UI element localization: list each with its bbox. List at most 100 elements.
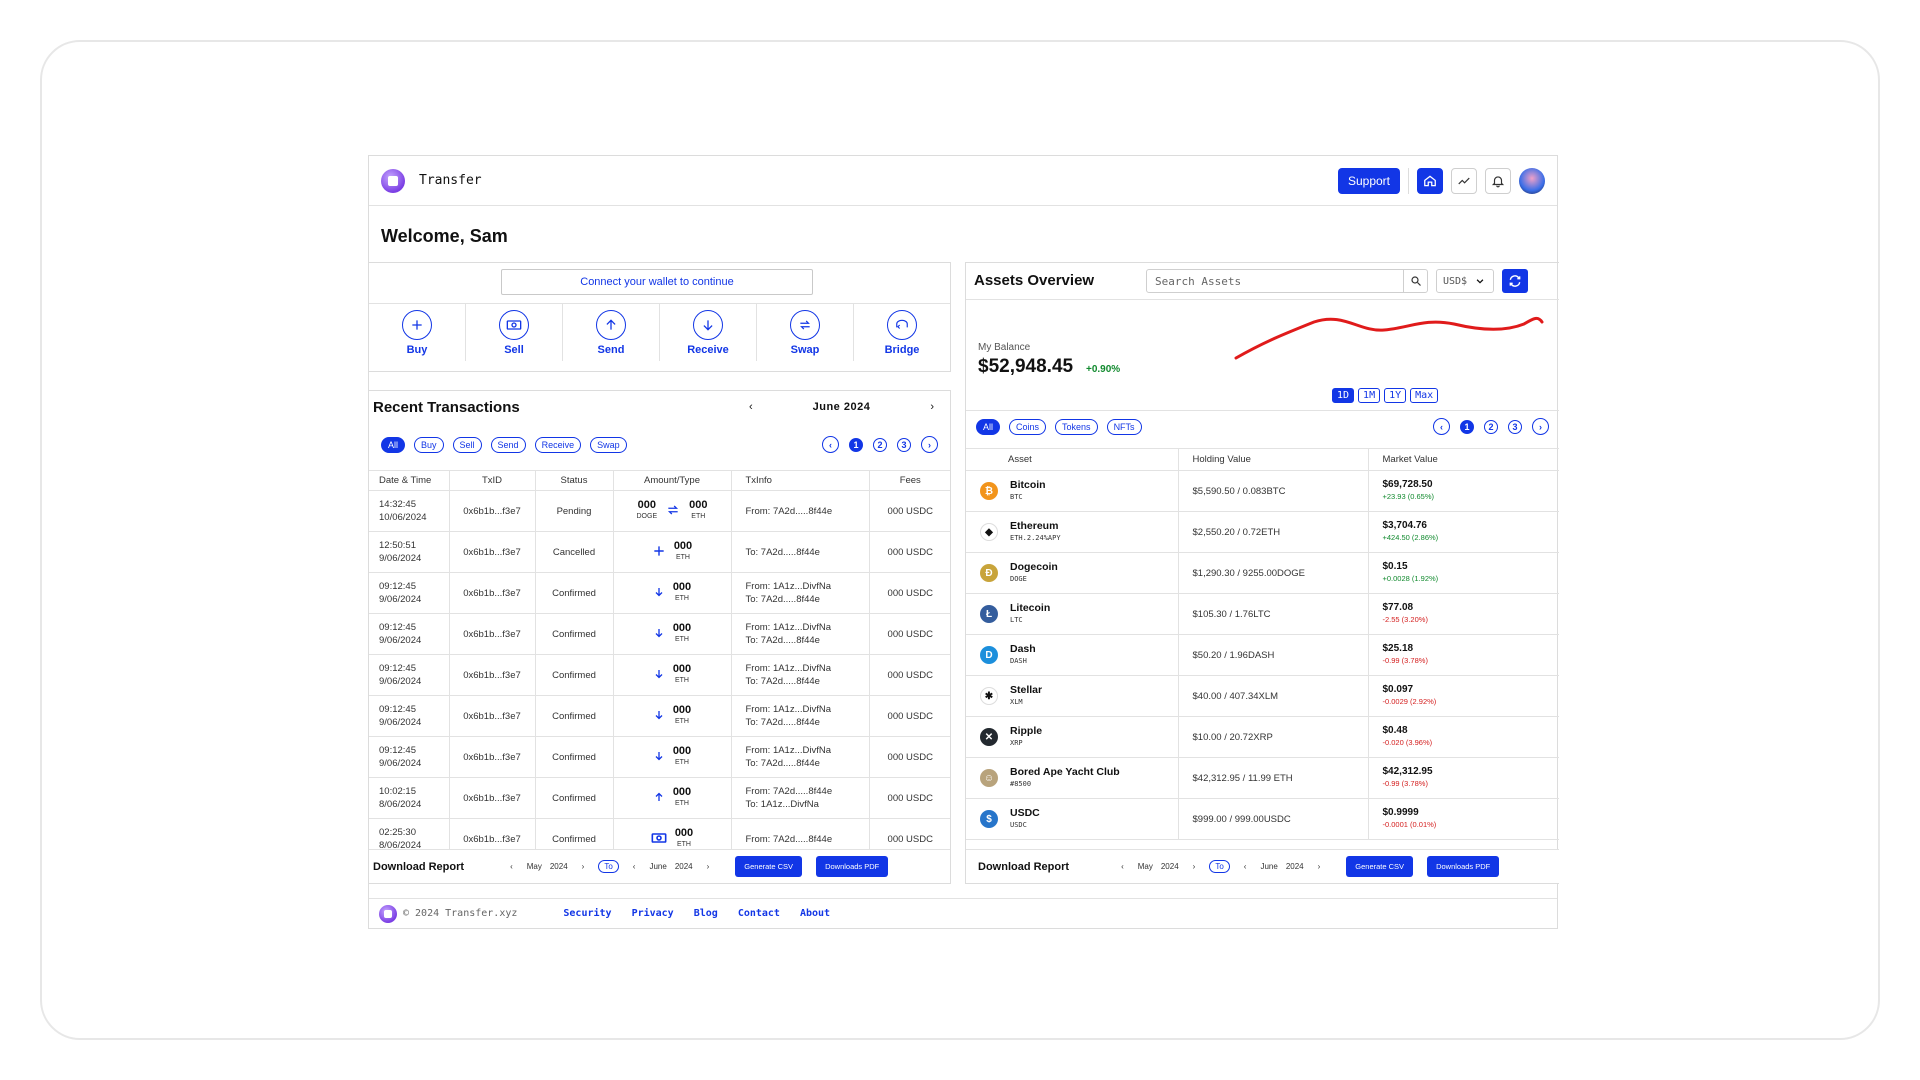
tx-id[interactable]: 0x6b1b...f3e7 [449,490,536,532]
page-2[interactable]: 2 [873,437,887,452]
table-row[interactable]: $ USDC USDC $999.00 / 999.00USDC $0.9999 -… [966,798,1559,840]
connect-wallet-button[interactable]: Connect your wallet to continue [501,269,813,295]
tx-id[interactable]: 0x6b1b...f3e7 [449,613,536,655]
filter-nfts[interactable]: NFTs [1106,419,1142,435]
table-row[interactable]: 09:12:45 9/06/2024 0x6b1b...f3e7 Confirme… [369,736,950,778]
swap-action-button[interactable]: Swap [757,304,854,361]
range-1y[interactable]: 1Y [1384,388,1407,403]
prev-month-chevron-icon[interactable]: ‹ [748,401,753,413]
tx-id[interactable]: 0x6b1b...f3e7 [449,654,536,696]
currency-select[interactable]: USD$ [1436,269,1494,293]
support-button[interactable]: Support [1337,167,1400,194]
footer-link-contact[interactable]: Contact [737,908,780,919]
buy-action-button[interactable]: Buy [369,304,466,361]
chevron-left-icon[interactable]: ‹ [1121,862,1124,871]
column-header[interactable]: Date & Time [369,470,450,491]
filter-receive[interactable]: Receive [534,437,582,453]
table-row[interactable]: ☺ Bored Ape Yacht Club #8500 $42,312.95 /… [966,757,1559,799]
table-row[interactable]: 09:12:45 9/06/2024 0x6b1b...f3e7 Confirme… [369,654,950,696]
filter-buy[interactable]: Buy [414,437,444,453]
page-3[interactable]: 3 [1508,419,1522,434]
transfer-logo-icon[interactable] [381,168,405,193]
footer-link-blog[interactable]: Blog [693,908,718,919]
sell-action-button[interactable]: Sell [466,304,563,361]
chevron-right-icon[interactable]: › [1317,862,1321,871]
table-row[interactable]: ◆ Ethereum ETH.2.24%APY $2,550.20 / 0.72E… [966,511,1559,553]
column-header[interactable]: TxID [449,470,536,491]
table-row[interactable]: 09:12:45 9/06/2024 0x6b1b...f3e7 Confirme… [369,572,950,614]
next-month-chevron-icon[interactable]: › [930,401,934,413]
receive-action-button[interactable]: Receive [660,304,757,361]
generate-csv-button[interactable]: Generate CSV [1346,856,1414,877]
table-row[interactable]: ₿ Bitcoin BTC $5,590.50 / 0.083BTC $69,72… [966,470,1559,512]
filter-all[interactable]: All [381,437,406,453]
column-header[interactable]: Asset [966,448,1179,471]
chevron-left-icon[interactable]: ‹ [510,862,513,871]
column-header[interactable]: Fees [869,470,950,491]
prev-page-chevron-icon[interactable]: ‹ [822,436,839,453]
chevron-left-icon[interactable]: ‹ [1243,862,1247,871]
footer-link-security[interactable]: Security [563,908,612,919]
tx-id[interactable]: 0x6b1b...f3e7 [449,736,536,778]
table-row[interactable]: D Dash DASH $50.20 / 1.96DASH $25.18 -0.99… [966,634,1559,676]
home-button[interactable] [1417,167,1443,194]
footer-link-privacy[interactable]: Privacy [631,908,674,919]
tx-id[interactable]: 0x6b1b...f3e7 [449,572,536,614]
table-row[interactable]: 09:12:45 9/06/2024 0x6b1b...f3e7 Confirme… [369,613,950,655]
to-unit: ETH [674,677,689,684]
bridge-action-button[interactable]: Bridge [854,304,950,361]
prev-page-chevron-icon[interactable]: ‹ [1433,418,1450,435]
page-2[interactable]: 2 [1484,419,1498,434]
page-1[interactable]: 1 [1460,419,1474,434]
table-row[interactable]: 12:50:51 9/06/2024 0x6b1b...f3e7 Cancelle… [369,531,950,573]
next-page-chevron-icon[interactable]: › [1532,418,1549,435]
footer-link-about[interactable]: About [799,908,831,919]
generate-csv-button[interactable]: Generate CSV [735,856,803,877]
user-avatar[interactable] [1519,167,1545,194]
filter-swap[interactable]: Swap [590,437,627,453]
download-pdf-button[interactable]: Downloads PDF [816,856,889,877]
chevron-right-icon[interactable]: › [1192,862,1196,871]
chevron-right-icon[interactable]: › [581,862,585,871]
to-amount: 000 [672,786,692,798]
tx-id[interactable]: 0x6b1b...f3e7 [449,695,536,737]
table-row[interactable]: ✱ Stellar XLM $40.00 / 407.34XLM $0.097 -0… [966,675,1559,717]
chart-button[interactable] [1451,167,1477,194]
filter-sell[interactable]: Sell [452,437,482,453]
tx-info-line: From: 7A2d.....8f44e [745,786,833,797]
dash-icon: D [980,646,998,664]
column-header[interactable]: Holding Value [1178,448,1369,471]
filter-coins[interactable]: Coins [1009,419,1047,435]
to-amount: 000 [672,622,692,634]
table-row[interactable]: 09:12:45 9/06/2024 0x6b1b...f3e7 Confirme… [369,695,950,737]
chevron-left-icon[interactable]: ‹ [632,862,636,871]
send-action-button[interactable]: Send [563,304,660,361]
page-1[interactable]: 1 [849,437,863,452]
search-assets-input[interactable]: Search Assets [1146,269,1428,293]
column-header[interactable]: TxInfo [731,470,870,491]
range-max[interactable]: Max [1410,388,1439,403]
table-row[interactable]: ✕ Ripple XRP $10.00 / 20.72XRP $0.48 -0.02… [966,716,1559,758]
range-1d[interactable]: 1D [1332,388,1355,403]
filter-tokens[interactable]: Tokens [1055,419,1098,435]
table-row[interactable]: 10:02:15 8/06/2024 0x6b1b...f3e7 Confirme… [369,777,950,819]
filter-all[interactable]: All [976,419,1001,435]
tx-id[interactable]: 0x6b1b...f3e7 [449,777,536,819]
chevron-right-icon[interactable]: › [706,862,710,871]
range-1m[interactable]: 1M [1358,388,1381,403]
table-row[interactable]: Ð Dogecoin DOGE $1,290.30 / 9255.00DOGE $… [966,552,1559,594]
download-pdf-button[interactable]: Downloads PDF [1427,856,1500,877]
refresh-button[interactable] [1502,269,1528,293]
search-icon[interactable] [1403,270,1427,292]
filter-send[interactable]: Send [490,437,526,453]
column-header[interactable]: Status [535,470,614,491]
next-page-chevron-icon[interactable]: › [921,436,938,453]
tx-id[interactable]: 0x6b1b...f3e7 [449,531,536,573]
table-row[interactable]: Ł Litecoin LTC $105.30 / 1.76LTC $77.08 -2… [966,593,1559,635]
table-row[interactable]: 14:32:45 10/06/2024 0x6b1b...f3e7 Pending… [369,490,950,532]
market-value: $69,728.50 [1382,479,1433,490]
notifications-button[interactable] [1485,167,1511,194]
column-header[interactable]: Amount/Type [613,470,732,491]
page-3[interactable]: 3 [897,437,911,452]
column-header[interactable]: Market Value [1368,448,1559,471]
